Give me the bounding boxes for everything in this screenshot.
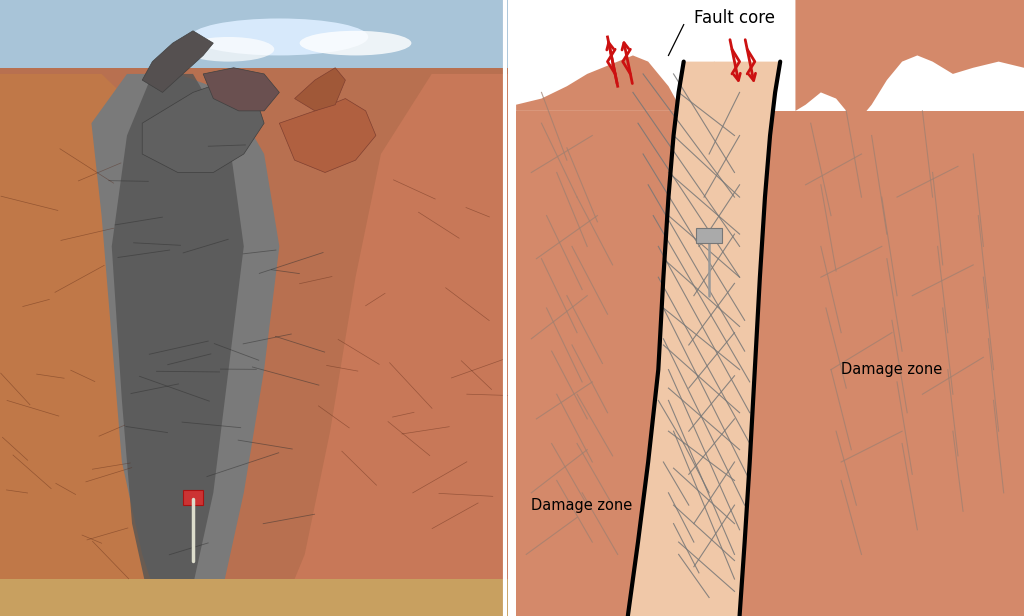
Polygon shape bbox=[203, 68, 280, 111]
Ellipse shape bbox=[300, 31, 412, 55]
Text: Damage zone: Damage zone bbox=[842, 362, 942, 377]
Bar bbox=[183, 490, 203, 505]
Bar bbox=[696, 228, 722, 243]
Bar bbox=[0, 68, 508, 616]
Polygon shape bbox=[142, 31, 213, 92]
Polygon shape bbox=[280, 99, 376, 172]
Polygon shape bbox=[796, 0, 1024, 123]
Ellipse shape bbox=[190, 18, 369, 55]
Polygon shape bbox=[628, 62, 780, 616]
Polygon shape bbox=[112, 74, 244, 616]
Polygon shape bbox=[684, 62, 739, 111]
Bar bbox=[516, 0, 1024, 111]
Polygon shape bbox=[0, 74, 228, 616]
Polygon shape bbox=[516, 0, 684, 111]
Polygon shape bbox=[91, 74, 280, 616]
Ellipse shape bbox=[183, 37, 274, 62]
Text: Fault core: Fault core bbox=[694, 9, 775, 28]
Polygon shape bbox=[295, 68, 345, 111]
Text: Damage zone: Damage zone bbox=[531, 498, 633, 513]
Bar bbox=[0, 579, 508, 616]
Polygon shape bbox=[280, 74, 508, 616]
Bar bbox=[0, 0, 508, 74]
Polygon shape bbox=[142, 80, 264, 172]
